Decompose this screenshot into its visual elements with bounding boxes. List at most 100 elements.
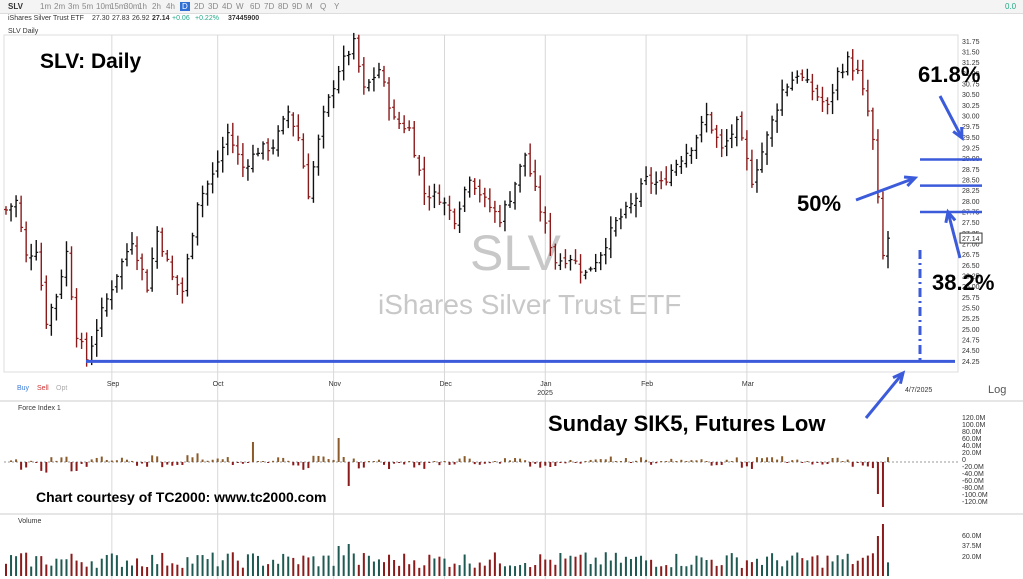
force-bar	[262, 461, 265, 462]
volume-bar	[629, 559, 632, 576]
volume-bar	[322, 555, 325, 576]
timeframe-8D[interactable]: 8D	[278, 2, 289, 11]
timeframe-2h[interactable]: 2h	[152, 2, 161, 11]
timeframe-5m[interactable]: 5m	[82, 2, 94, 11]
volume-bar	[312, 556, 315, 576]
price-tick: 25.50	[962, 306, 980, 313]
force-bar	[45, 462, 48, 473]
volume-bar	[811, 556, 814, 576]
force-bar	[65, 456, 68, 462]
volume-bar	[876, 536, 879, 576]
force-bar	[428, 462, 431, 463]
fib-382-label: 38.2%	[932, 270, 994, 295]
volume-bar	[705, 560, 708, 576]
force-bar	[826, 462, 829, 465]
price-tick: 26.25	[962, 274, 980, 281]
opt-button[interactable]: Opt	[56, 385, 68, 392]
timeframe-2m[interactable]: 2m	[54, 2, 66, 11]
change-value: +0.06	[172, 15, 190, 22]
timeframe-W[interactable]: W	[236, 2, 244, 11]
sell-button[interactable]: Sell	[37, 385, 49, 392]
price-tick: 30.75	[962, 82, 980, 89]
volume-bar	[136, 558, 139, 576]
force-tick: -40.0M	[962, 471, 984, 478]
timeframe-9D[interactable]: 9D	[292, 2, 303, 11]
volume-bar	[514, 566, 517, 576]
volume-bar	[730, 553, 733, 576]
volume-bar	[635, 556, 637, 576]
timeframe-10m[interactable]: 10m	[96, 2, 112, 11]
force-bar	[866, 462, 869, 467]
force-bar	[609, 456, 612, 462]
volume-bar	[206, 559, 209, 576]
force-bar	[755, 457, 758, 462]
force-bar	[720, 462, 723, 465]
buy-button[interactable]: Buy	[17, 385, 30, 392]
volume-bar	[685, 566, 688, 576]
force-bar	[181, 462, 184, 465]
price-tick: 30.25	[962, 103, 980, 110]
watermark-symbol: SLV	[470, 225, 561, 281]
log-toggle[interactable]: Log	[988, 384, 1007, 396]
force-bar	[745, 462, 748, 467]
timeframe-15m[interactable]: 15m	[110, 2, 126, 11]
force-bar	[327, 459, 330, 462]
force-bar	[60, 457, 63, 462]
timeframe-7D[interactable]: 7D	[264, 2, 275, 11]
timeframe-D[interactable]: D	[180, 2, 190, 11]
volume-bar	[342, 555, 345, 576]
price-tick: 31.50	[962, 50, 980, 57]
timeframe-Y[interactable]: Y	[334, 2, 340, 11]
force-bar	[841, 461, 844, 462]
force-bar	[443, 461, 446, 462]
force-bar	[564, 462, 567, 464]
force-bar	[186, 455, 189, 462]
force-bar	[433, 461, 436, 462]
timeframe-3D[interactable]: 3D	[208, 2, 219, 11]
price-tick: 25.00	[962, 327, 980, 334]
volume-bar	[781, 566, 784, 576]
timeframe-3m[interactable]: 3m	[68, 2, 80, 11]
arrow-futures-low-head	[892, 370, 906, 385]
price-tick: 25.75	[962, 295, 980, 302]
volume-bar	[776, 560, 779, 576]
volume-bar	[650, 559, 653, 576]
timeframe-Q[interactable]: Q	[320, 2, 327, 11]
volume-bar	[463, 554, 466, 576]
timeframe-1h[interactable]: 1h	[138, 2, 147, 11]
force-bar	[599, 459, 602, 462]
timeframe-M[interactable]: M	[306, 2, 313, 11]
force-bar	[771, 457, 774, 462]
force-bar	[246, 462, 249, 463]
force-tick: 20.0M	[962, 450, 982, 457]
force-tick: 0	[962, 457, 966, 464]
force-bar	[236, 462, 239, 463]
timeframe-2D[interactable]: 2D	[194, 2, 205, 11]
timeframe-1m[interactable]: 1m	[40, 2, 52, 11]
force-bar	[715, 462, 718, 466]
arrow-50-head	[903, 175, 919, 187]
timeframe-4h[interactable]: 4h	[166, 2, 175, 11]
volume-bar	[735, 557, 738, 576]
force-bar	[297, 462, 300, 466]
volume-bar	[655, 566, 658, 576]
force-bar	[629, 462, 632, 463]
timeframe-30m[interactable]: 30m	[124, 2, 140, 11]
price-tick: 29.75	[962, 124, 980, 131]
volume-bar	[609, 560, 612, 576]
open-value: 27.30	[92, 15, 110, 22]
force-bar	[806, 461, 809, 462]
volume-bar	[393, 559, 396, 576]
volume-bar	[287, 556, 290, 576]
force-bar	[710, 462, 713, 466]
timeframe-4D[interactable]: 4D	[222, 2, 233, 11]
volume-bar	[539, 554, 542, 576]
force-bar	[151, 455, 154, 462]
force-bar	[579, 462, 582, 464]
volume-bar	[241, 567, 244, 576]
volume-bar	[665, 565, 668, 576]
symbol-label[interactable]: SLV	[8, 2, 23, 11]
timeframe-6D[interactable]: 6D	[250, 2, 261, 11]
volume-bar	[110, 553, 113, 576]
volume-bar	[367, 555, 370, 576]
